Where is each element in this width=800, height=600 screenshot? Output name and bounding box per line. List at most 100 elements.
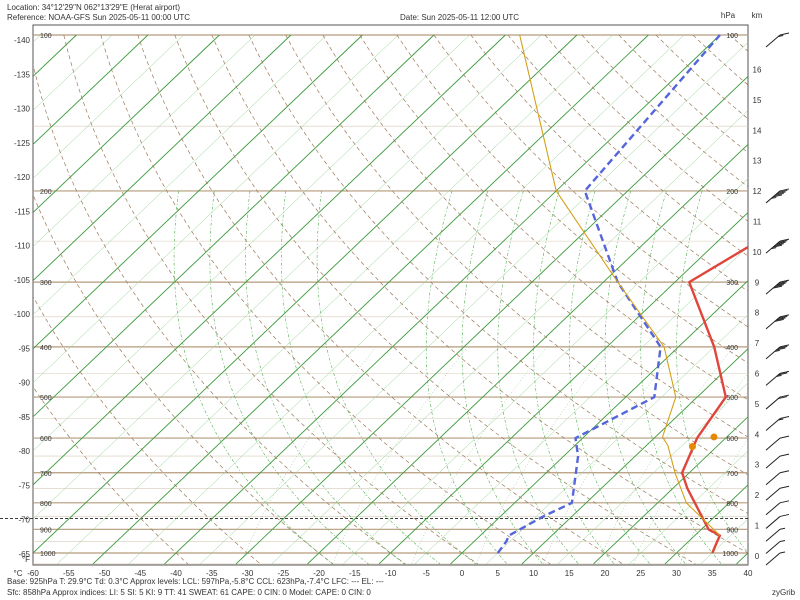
wind-barb — [765, 551, 786, 566]
mixing-ratio-line — [240, 346, 377, 565]
isotherm-line — [128, 34, 685, 565]
x-tick-label: -5 — [423, 569, 431, 578]
fahrenheit-tick-label: -70 — [18, 516, 30, 525]
isotherm-line — [33, 34, 292, 282]
isotherm-line — [33, 34, 470, 452]
moist-adiabat-line — [245, 190, 405, 565]
wind-barb-feather — [776, 347, 786, 351]
altitude-tick-label: 1 — [755, 522, 760, 531]
wind-barb-feather — [779, 485, 790, 489]
pressure-label-right: 1000 — [722, 551, 738, 558]
isotherm-line — [343, 178, 748, 565]
x-tick-label: 15 — [565, 569, 574, 578]
wind-barb-half-feather — [774, 349, 780, 352]
dewpoint-profile — [496, 34, 721, 554]
wind-barb-feather — [774, 192, 784, 196]
dry-adiabat-line — [33, 62, 406, 565]
isotherm-line — [164, 34, 721, 565]
fahrenheit-tick-label: -85 — [18, 413, 30, 422]
moist-adiabat-line — [568, 190, 651, 565]
isotherm-line — [271, 110, 748, 565]
pressure-label-left: 500 — [40, 395, 52, 402]
altitude-tick-label: 5 — [755, 400, 760, 409]
wind-barb-feather — [776, 191, 786, 195]
wind-barb-feather — [774, 243, 784, 247]
wind-barb-shaft — [765, 487, 781, 501]
moist-adiabat-line — [676, 190, 748, 554]
moist-adiabat-line — [281, 190, 441, 565]
dry-adiabat-line — [248, 34, 748, 514]
wind-barb — [765, 470, 790, 486]
altitude-tick-label: 6 — [755, 370, 760, 379]
wind-barb-half-feather — [771, 247, 777, 250]
x-tick-label: 5 — [496, 569, 501, 578]
mixing-ratio-line — [598, 346, 734, 565]
mixing-ratio-line — [411, 346, 547, 565]
wind-barb-shaft — [765, 316, 781, 330]
pressure-label-right: 900 — [726, 527, 738, 534]
wind-barb — [765, 416, 790, 431]
wind-barb — [765, 527, 786, 542]
x-tick-label: -50 — [99, 569, 111, 578]
altitude-tick-label: 2 — [755, 491, 760, 500]
pressure-label-right: 200 — [726, 189, 738, 196]
wind-barb-feather — [778, 240, 788, 244]
wind-barb-shaft — [765, 541, 781, 554]
dry-adiabat-line — [507, 34, 748, 257]
wind-barb-feather — [779, 314, 790, 318]
dry-adiabat-line — [544, 34, 748, 222]
isotherm-line — [235, 75, 748, 565]
wind-barb-shaft — [765, 528, 781, 542]
wind-barb-feather — [779, 188, 790, 192]
wind-barb — [765, 32, 790, 48]
wind-barb — [765, 453, 790, 469]
wind-barb-feather — [778, 372, 788, 376]
wind-barb-feather — [779, 394, 790, 398]
isotherm-line — [33, 34, 542, 520]
wind-barb-half-feather — [778, 418, 784, 421]
location-label: Location: 34°12'29"N 062°13'29"E (Herat … — [7, 3, 181, 12]
wind-barb-feather — [776, 282, 786, 286]
x-tick-label: -45 — [134, 569, 146, 578]
pressure-label-left: 400 — [40, 345, 52, 352]
pressure-label-left: 800 — [40, 501, 52, 508]
x-tick-label: 25 — [636, 569, 645, 578]
fahrenheit-axis-unit: °F — [22, 555, 30, 564]
plot-frame — [32, 24, 749, 566]
isotherm-line — [200, 41, 748, 565]
dry-adiabat-line — [100, 34, 551, 565]
x-tick-label: -25 — [277, 569, 289, 578]
x-tick-label: 35 — [708, 569, 717, 578]
fahrenheit-tick-label: -110 — [15, 242, 31, 251]
fahrenheit-tick-label: -90 — [18, 379, 30, 388]
x-tick-label: 30 — [672, 569, 681, 578]
wind-barb — [765, 394, 790, 410]
wind-barb-shaft — [765, 516, 781, 529]
wind-barb-feather — [778, 189, 788, 193]
wind-barb — [765, 238, 790, 254]
x-tick-label: -15 — [349, 569, 361, 578]
altitude-tick-label: 3 — [755, 461, 760, 470]
wind-barb-shaft — [765, 396, 781, 410]
isotherm-line — [33, 34, 506, 486]
wind-barb-feather — [778, 281, 788, 285]
wind-barb-half-feather — [779, 551, 786, 554]
wind-barb-feather — [779, 513, 790, 517]
wind-barb-shaft — [765, 552, 781, 566]
moist-adiabat-line — [604, 190, 686, 565]
altitude-tick-label: 14 — [753, 126, 762, 135]
isotherm-line — [33, 34, 578, 554]
isotherm-line — [33, 34, 327, 316]
isotherm-line — [33, 34, 363, 350]
altitude-tick-label: 13 — [753, 157, 762, 166]
wind-barb — [765, 314, 790, 330]
wind-barb-feather — [778, 396, 788, 400]
wind-barb-feather — [774, 318, 784, 322]
wind-barb-half-feather — [779, 539, 786, 542]
wind-barb-feather — [779, 416, 790, 419]
fahrenheit-tick-label: -65 — [18, 550, 30, 559]
isotherm-line — [57, 34, 613, 565]
isotherm-line — [557, 382, 748, 565]
x-tick-label: -55 — [63, 569, 75, 578]
